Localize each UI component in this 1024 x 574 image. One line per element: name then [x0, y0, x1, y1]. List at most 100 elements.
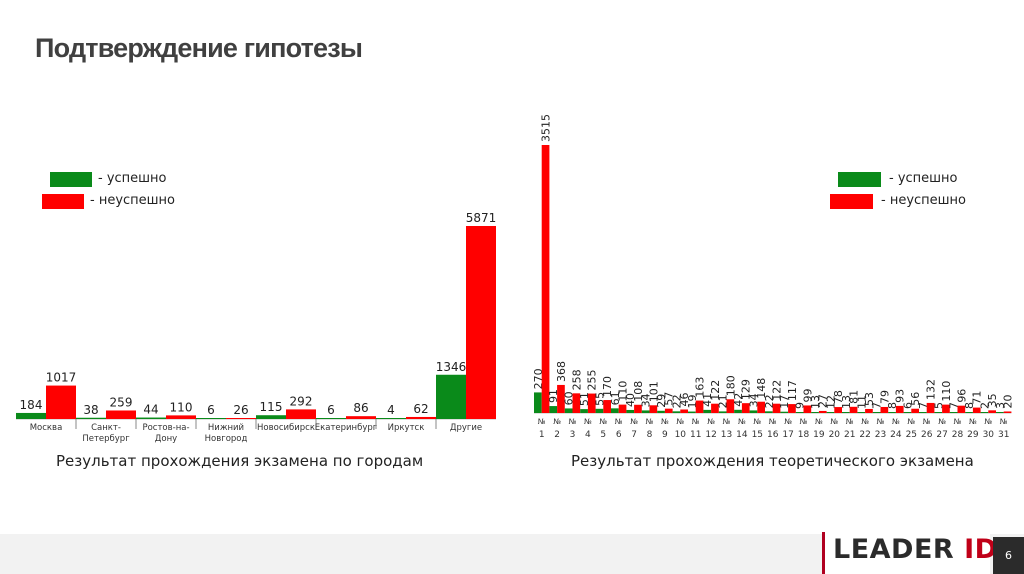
category-label: Другие	[450, 423, 482, 433]
category-label: Екатеринбург	[315, 423, 378, 433]
legend-item-fail: - неуспешно	[42, 193, 222, 216]
bar-success	[980, 412, 989, 413]
category-prefix-label: №	[923, 417, 931, 426]
data-label: 40	[624, 393, 637, 407]
caption-city-chart: Результат прохождения экзамена по города…	[56, 452, 424, 470]
data-label: 13	[809, 395, 822, 409]
data-label: 7	[871, 402, 884, 409]
category-label: Новосибирск	[257, 423, 315, 433]
category-prefix-label: №	[769, 417, 777, 426]
category-prefix-label: №	[707, 417, 715, 426]
bar-success	[919, 412, 927, 413]
data-label: 12	[824, 395, 837, 409]
bar-fail	[911, 408, 919, 413]
category-label: 19	[813, 430, 825, 440]
category-label: 8	[647, 430, 653, 440]
data-label: 132	[925, 379, 938, 400]
category-label: 24	[890, 430, 902, 440]
data-label: 34	[640, 393, 653, 407]
category-label: 1	[539, 430, 545, 440]
category-prefix-label: №	[938, 417, 946, 426]
bar-success	[76, 417, 106, 419]
data-label: 122	[771, 380, 784, 401]
bar-success	[641, 410, 650, 413]
bar-success	[672, 411, 681, 413]
data-label: 42	[732, 393, 745, 407]
data-label: 9	[794, 402, 807, 409]
category-label: Нижний	[208, 423, 244, 433]
data-label: 258	[570, 369, 583, 390]
category-prefix-label: №	[830, 417, 838, 426]
category-prefix-label: №	[753, 417, 761, 426]
data-label: 62	[413, 402, 428, 416]
data-label: 35	[986, 393, 999, 407]
logo-text-accent: ID	[964, 534, 998, 565]
bar-success	[136, 417, 166, 419]
data-label: 22	[670, 394, 683, 408]
bar-success	[688, 411, 696, 413]
category-prefix-label: №	[661, 417, 669, 426]
bar-fail	[880, 406, 889, 413]
bar-success	[842, 412, 850, 413]
category-label: 9	[662, 430, 668, 440]
data-label: 110	[170, 400, 193, 414]
data-label: 2	[978, 402, 991, 409]
bar-success	[749, 410, 758, 413]
category-prefix-label: №	[676, 417, 684, 426]
bar-success	[534, 392, 542, 413]
bar-fail	[634, 404, 642, 413]
data-label: 110	[940, 381, 953, 402]
bar-fail	[757, 401, 765, 413]
category-label: Дону	[155, 434, 177, 444]
category-label: 27	[936, 430, 947, 440]
bar-success	[949, 412, 958, 413]
bar-fail	[695, 400, 704, 413]
category-label: Иркутск	[388, 423, 425, 433]
legend-item-success: - успешно	[830, 171, 1010, 194]
category-prefix-label: №	[723, 417, 731, 426]
bar-fail	[406, 416, 436, 419]
bar-success	[811, 412, 819, 413]
bar-fail	[618, 404, 627, 413]
bar-success	[795, 412, 804, 413]
page-number: 6	[993, 537, 1024, 574]
data-label: 3	[994, 402, 1007, 409]
bar-success	[857, 412, 866, 413]
bar-fail	[972, 407, 981, 413]
category-label: 4	[585, 430, 591, 440]
category-label: 29	[967, 430, 979, 440]
bar-fail	[895, 405, 904, 413]
category-label: 25	[906, 430, 917, 440]
category-label: 23	[875, 430, 886, 440]
data-label: 8	[886, 402, 899, 409]
data-label: 19	[686, 395, 699, 409]
category-prefix-label: №	[538, 417, 546, 426]
category-prefix-label: №	[646, 417, 654, 426]
data-label: 79	[878, 390, 891, 404]
data-label: 5871	[466, 211, 497, 225]
data-label: 22	[763, 394, 776, 408]
data-label: 91	[547, 389, 560, 403]
data-label: 3515	[540, 114, 553, 142]
bar-fail	[726, 399, 735, 413]
bar-success	[888, 412, 896, 413]
bar-success	[626, 409, 635, 413]
bar-fail	[865, 408, 873, 413]
bar-success	[256, 415, 286, 419]
bar-fail	[106, 410, 136, 419]
data-label: 7	[917, 402, 930, 409]
bar-fail	[741, 403, 750, 413]
bar-success	[826, 412, 835, 413]
bar-fail	[788, 404, 796, 413]
logo-text-main: LEADER	[833, 534, 955, 565]
data-label: 26	[233, 403, 248, 417]
legend-label-fail: - неуспешно	[90, 193, 176, 208]
bar-fail	[803, 405, 812, 413]
bar-success	[580, 409, 588, 413]
data-label: 101	[647, 381, 660, 402]
data-label: 11	[855, 395, 868, 409]
bar-fail	[649, 405, 658, 413]
category-label: 26	[921, 430, 933, 440]
data-label: 255	[586, 370, 599, 391]
